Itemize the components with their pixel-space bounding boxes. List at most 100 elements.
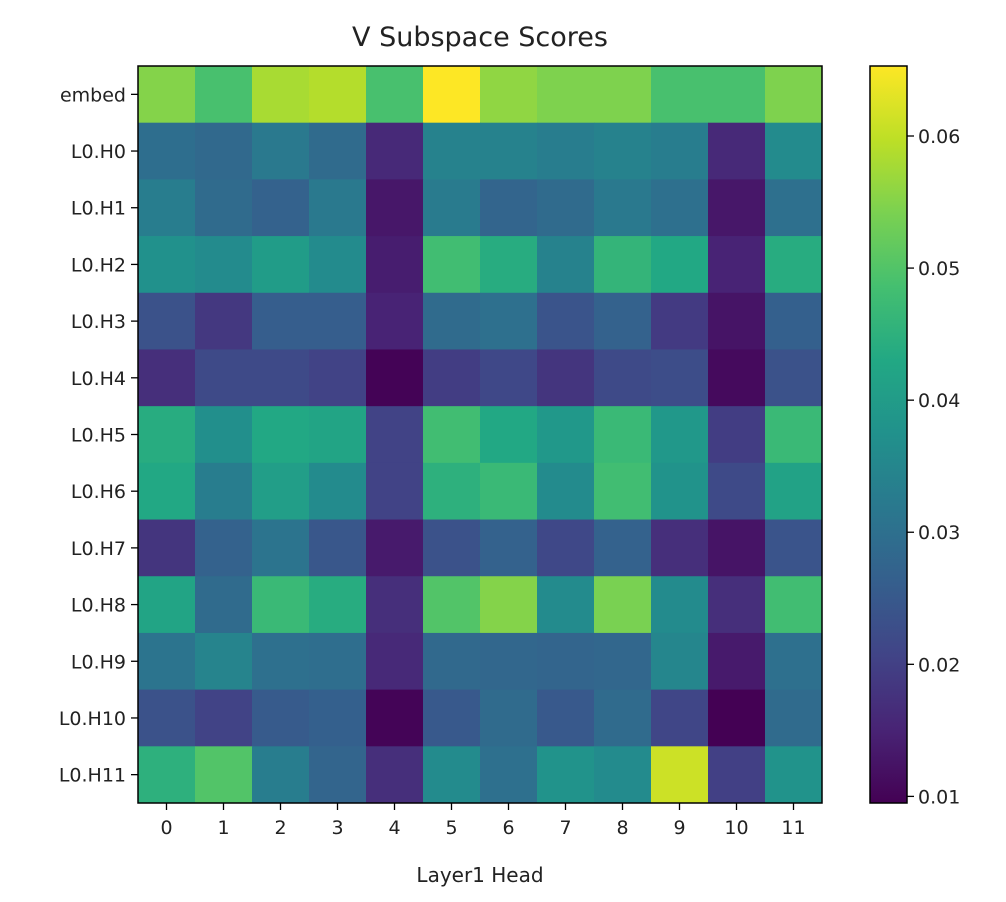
colorbar-tick-label: 0.01 [918, 786, 960, 808]
heatmap-cell [423, 406, 481, 464]
heatmap-cell [594, 179, 652, 237]
heatmap-cell [651, 66, 709, 124]
heatmap-cell [594, 632, 652, 691]
heatmap-cell [480, 406, 538, 464]
x-tick-label: 7 [559, 817, 571, 839]
heatmap-cell [138, 236, 196, 294]
heatmap-cell [423, 519, 481, 577]
heatmap-cell [480, 179, 538, 237]
heatmap-cell [138, 406, 196, 464]
heatmap-cell [138, 689, 196, 747]
heatmap-cell [252, 236, 310, 294]
heatmap-cell [195, 746, 253, 804]
heatmap-cell [480, 349, 538, 407]
heatmap-cell [708, 689, 766, 747]
heatmap-cell [366, 349, 424, 407]
heatmap-cell [480, 746, 538, 804]
x-tick-label: 6 [502, 817, 514, 839]
y-tick-label: L0.H3 [71, 311, 126, 333]
x-tick-label: 11 [781, 817, 805, 839]
heatmap-cell [309, 406, 367, 464]
heatmap-cell [651, 632, 709, 691]
heatmap-cell [138, 576, 196, 634]
heatmap-cell [252, 292, 310, 350]
heatmap-cell [708, 632, 766, 691]
y-axis: embed L0.H0 L0.H1 L0.H2 L0.H3 L0.H4 L0.H5 L0.H6… [59, 84, 138, 787]
heatmap-cell [366, 292, 424, 350]
heatmap-cell [195, 406, 253, 464]
heatmap-cell [537, 349, 595, 407]
heatmap-cell [309, 236, 367, 294]
heatmap-cell [765, 746, 823, 804]
heatmap-cell [195, 576, 253, 634]
heatmap-cell [252, 519, 310, 577]
heatmap-cell [651, 122, 709, 180]
y-tick-label: L0.H8 [71, 595, 126, 617]
heatmap-cell [366, 519, 424, 577]
y-tick-label: L0.H6 [71, 481, 126, 503]
heatmap-cell [765, 349, 823, 407]
heatmap-cell [537, 179, 595, 237]
heatmap-cell [765, 66, 823, 124]
heatmap-cell [252, 462, 310, 521]
heatmap-cell [537, 122, 595, 180]
heatmap-cell [594, 576, 652, 634]
heatmap-cell [480, 122, 538, 180]
heatmap-cell [651, 236, 709, 294]
heatmap-cell [309, 689, 367, 747]
heatmap-cell [765, 519, 823, 577]
heatmap-cell [765, 179, 823, 237]
heatmap-cell [252, 122, 310, 180]
heatmap-cell [366, 462, 424, 521]
heatmap-cell [138, 179, 196, 237]
x-tick-label: 4 [388, 817, 400, 839]
heatmap-cell [138, 519, 196, 577]
heatmap-cell [195, 519, 253, 577]
heatmap-cell [423, 349, 481, 407]
x-axis-label: Layer1 Head [416, 863, 543, 887]
heatmap-cell [708, 292, 766, 350]
heatmap-cell [138, 292, 196, 350]
heatmap-cell [651, 349, 709, 407]
heatmap-cell [765, 462, 823, 521]
heatmap-cell [195, 179, 253, 237]
heatmap-cell [195, 66, 253, 124]
x-tick-label: 9 [673, 817, 685, 839]
heatmap-cell [765, 292, 823, 350]
heatmap-cell [537, 292, 595, 350]
heatmap-cell [594, 66, 652, 124]
heatmap-cell [480, 519, 538, 577]
heatmap-cell [480, 632, 538, 691]
heatmap-cell [138, 66, 196, 124]
heatmap-cell [651, 576, 709, 634]
heatmap-cell [480, 236, 538, 294]
heatmap-cell [252, 179, 310, 237]
heatmap-cell [537, 746, 595, 804]
y-tick-label: L0.H9 [71, 651, 126, 673]
heatmap-cell [765, 689, 823, 747]
heatmap-cell [594, 349, 652, 407]
x-tick-label: 10 [724, 817, 748, 839]
heatmap-cell [651, 179, 709, 237]
heatmap-cell [138, 349, 196, 407]
heatmap-cell [765, 576, 823, 634]
heatmap-cell [423, 632, 481, 691]
heatmap-cell [537, 66, 595, 124]
heatmap-cell [594, 462, 652, 521]
heatmap-cell [594, 689, 652, 747]
heatmap-cell [309, 746, 367, 804]
heatmap-cell [309, 292, 367, 350]
x-tick-label: 2 [274, 817, 286, 839]
heatmap-cell [765, 236, 823, 294]
heatmap-cell [138, 632, 196, 691]
heatmap-cell [480, 462, 538, 521]
heatmap-cell [309, 632, 367, 691]
heatmap-cell [765, 632, 823, 691]
heatmap-cell [708, 236, 766, 294]
heatmap-cell [366, 689, 424, 747]
x-tick-label: 3 [331, 817, 343, 839]
heatmap-cell [309, 179, 367, 237]
heatmap-cell [366, 632, 424, 691]
y-tick-label: L0.H11 [59, 765, 126, 787]
